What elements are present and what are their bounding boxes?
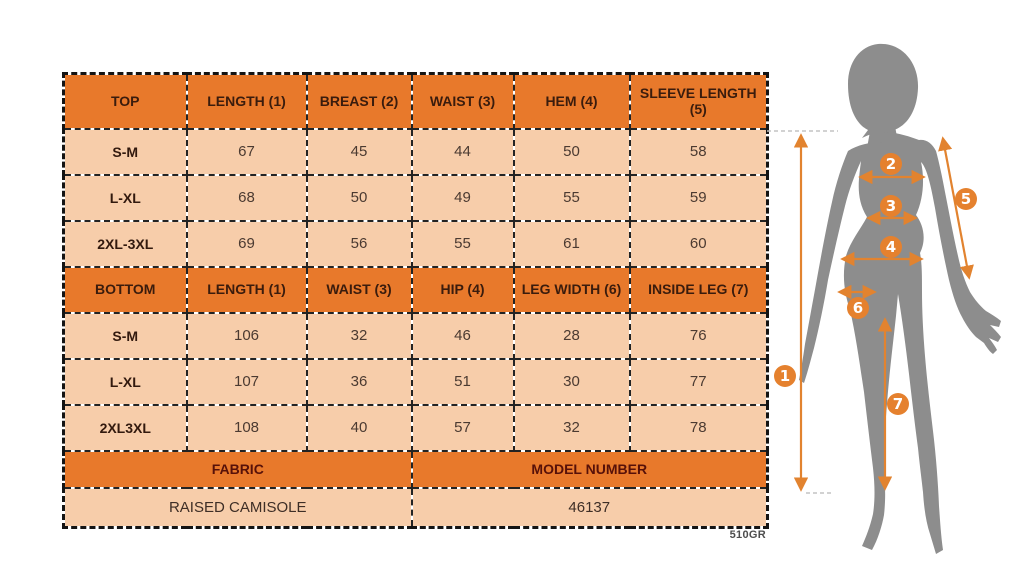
model-number-value: 46137 [410, 486, 769, 529]
measurement-badge-4: 4 [880, 236, 902, 258]
table-row: L-XL 68 50 49 55 59 [62, 173, 769, 222]
cell-value: 44 [410, 127, 515, 176]
cell-value: 50 [305, 173, 413, 222]
col-header-bottom: BOTTOM [62, 265, 188, 314]
arrow-sleeve [938, 136, 974, 280]
cell-value: 36 [305, 357, 413, 406]
cell-value: 40 [305, 403, 413, 452]
measurement-badge-6: 6 [847, 297, 869, 319]
cell-value: 76 [628, 311, 769, 360]
col-header-leg-width: LEG WIDTH (6) [512, 265, 631, 314]
footer-value-row: RAISED CAMISOLE 46137 [62, 486, 769, 529]
size-label: S-M [62, 311, 188, 360]
badge-number: 5 [961, 190, 971, 208]
badge-circle [887, 393, 909, 415]
badge-number: 6 [853, 299, 863, 317]
col-header-inside-leg: INSIDE LEG (7) [628, 265, 769, 314]
size-label: L-XL [62, 173, 188, 222]
badge-number: 4 [886, 238, 896, 256]
badge-circle [955, 188, 977, 210]
cell-value: 67 [185, 127, 308, 176]
col-header-breast: BREAST (2) [305, 72, 413, 130]
fabric-header: FABRIC [62, 449, 413, 489]
col-header-length: LENGTH (1) [185, 72, 308, 130]
cell-value: 56 [305, 219, 413, 268]
cell-value: 107 [185, 357, 308, 406]
cell-value: 32 [305, 311, 413, 360]
top-header-row: TOP LENGTH (1) BREAST (2) WAIST (3) HEM … [62, 72, 769, 130]
col-header-waist: WAIST (3) [305, 265, 413, 314]
size-label: S-M [62, 127, 188, 176]
cell-value: 61 [512, 219, 631, 268]
cell-value: 32 [512, 403, 631, 452]
col-header-sleeve-length: SLEEVE LENGTH (5) [628, 72, 769, 130]
cell-value: 58 [628, 127, 769, 176]
bottom-header-row: BOTTOM LENGTH (1) WAIST (3) HIP (4) LEG … [62, 265, 769, 314]
measurement-arrows [793, 133, 974, 492]
fabric-value: RAISED CAMISOLE [62, 486, 413, 529]
table-row: S-M 67 45 44 50 58 [62, 127, 769, 176]
col-header-length: LENGTH (1) [185, 265, 308, 314]
size-label: 2XL-3XL [62, 219, 188, 268]
footer-header-row: FABRIC MODEL NUMBER [62, 449, 769, 489]
size-chart-table: TOP LENGTH (1) BREAST (2) WAIST (3) HEM … [62, 72, 769, 529]
cell-value: 28 [512, 311, 631, 360]
cell-value: 108 [185, 403, 308, 452]
col-header-top: TOP [62, 72, 188, 130]
badge-number: 3 [886, 197, 896, 215]
table-row: 2XL3XL 108 40 57 32 78 [62, 403, 769, 452]
cell-value: 55 [512, 173, 631, 222]
col-header-hip: HIP (4) [410, 265, 515, 314]
badge-circle [880, 236, 902, 258]
table-row: L-XL 107 36 51 30 77 [62, 357, 769, 406]
cell-value: 45 [305, 127, 413, 176]
col-header-hem: HEM (4) [512, 72, 631, 130]
cell-value: 69 [185, 219, 308, 268]
cell-value: 51 [410, 357, 515, 406]
cell-value: 55 [410, 219, 515, 268]
badge-number: 2 [886, 155, 896, 173]
measurement-badge-2: 2 [880, 153, 902, 175]
cell-value: 60 [628, 219, 769, 268]
badge-circle [880, 195, 902, 217]
table-row: S-M 106 32 46 28 76 [62, 311, 769, 360]
badge-number: 7 [893, 395, 903, 413]
measurement-badge-3: 3 [880, 195, 902, 217]
col-header-waist: WAIST (3) [410, 72, 515, 130]
cell-value: 59 [628, 173, 769, 222]
cell-value: 50 [512, 127, 631, 176]
size-label: 2XL3XL [62, 403, 188, 452]
measurement-figure: 1 2 3 4 5 6 7 [767, 43, 1001, 554]
style-code-label: 510GR [729, 529, 766, 541]
badge-circle [880, 153, 902, 175]
silhouette-head [848, 43, 919, 138]
badge-circle [774, 365, 796, 387]
model-number-header: MODEL NUMBER [410, 449, 769, 489]
cell-value: 68 [185, 173, 308, 222]
measurement-badge-1: 1 [774, 365, 796, 387]
cell-value: 49 [410, 173, 515, 222]
cell-value: 106 [185, 311, 308, 360]
badge-circle [847, 297, 869, 319]
badge-number: 1 [780, 367, 790, 385]
cell-value: 30 [512, 357, 631, 406]
measurement-badges: 1 2 3 4 5 6 7 [774, 153, 977, 415]
woman-silhouette [799, 43, 1001, 554]
measurement-badge-5: 5 [955, 188, 977, 210]
size-label: L-XL [62, 357, 188, 406]
cell-value: 46 [410, 311, 515, 360]
measurement-badge-7: 7 [887, 393, 909, 415]
cell-value: 77 [628, 357, 769, 406]
table-row: 2XL-3XL 69 56 55 61 60 [62, 219, 769, 268]
cell-value: 57 [410, 403, 515, 452]
cell-value: 78 [628, 403, 769, 452]
